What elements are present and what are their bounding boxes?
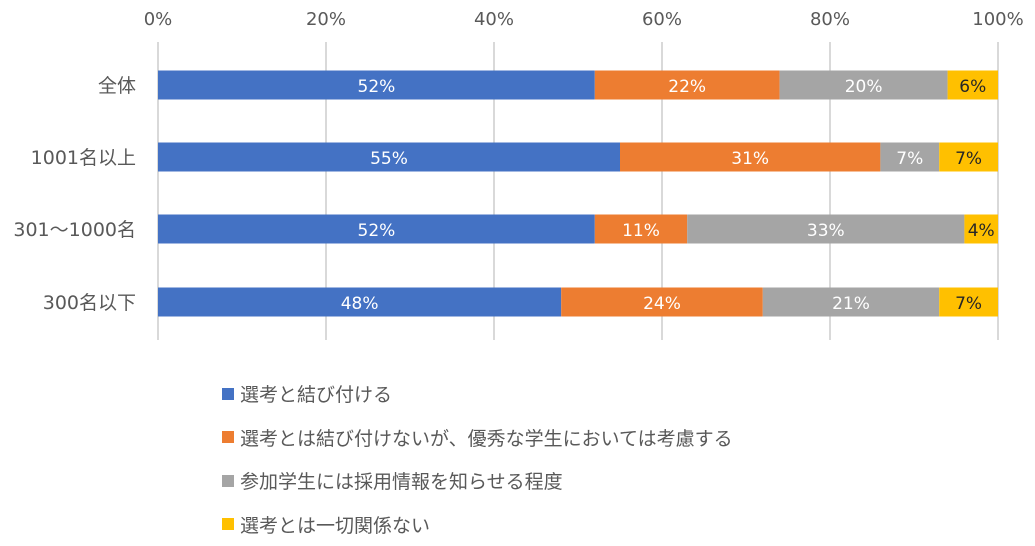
- x-tick-label: 80%: [810, 9, 850, 30]
- legend-swatch: [222, 388, 234, 400]
- legend-label: 選考とは結び付けないが、優秀な学生においては考慮する: [240, 424, 733, 451]
- x-tick-label: 20%: [306, 9, 346, 30]
- x-tick-label: 60%: [642, 9, 682, 30]
- data-label: 22%: [668, 77, 706, 97]
- legend-swatch: [222, 518, 234, 530]
- x-tick-label: 40%: [474, 9, 514, 30]
- x-tick-label: 100%: [972, 9, 1023, 30]
- category-label: 全体: [98, 75, 136, 97]
- data-label: 52%: [358, 221, 396, 241]
- category-label: 1001名以上: [31, 147, 136, 169]
- category-label: 301～1000名: [13, 219, 136, 241]
- data-label: 11%: [622, 221, 660, 241]
- data-label: 24%: [643, 294, 681, 314]
- legend-item: 選考とは一切関係ない: [222, 503, 733, 546]
- legend: 選考と結び付ける選考とは結び付けないが、優秀な学生においては考慮する参加学生には…: [222, 372, 733, 546]
- legend-label: 参加学生には採用情報を知らせる程度: [240, 467, 563, 494]
- legend-item: 参加学生には採用情報を知らせる程度: [222, 459, 733, 503]
- legend-item: 選考とは結び付けないが、優秀な学生においては考慮する: [222, 416, 733, 460]
- x-tick-label: 0%: [144, 9, 173, 30]
- data-label: 20%: [845, 77, 883, 97]
- data-label: 4%: [968, 221, 995, 241]
- data-label: 55%: [370, 149, 408, 169]
- data-label: 52%: [358, 77, 396, 97]
- data-label: 31%: [731, 149, 769, 169]
- data-label: 6%: [959, 77, 986, 97]
- legend-label: 選考と結び付ける: [240, 380, 392, 407]
- data-label: 21%: [832, 294, 870, 314]
- data-label: 7%: [955, 149, 982, 169]
- legend-label: 選考とは一切関係ない: [240, 511, 430, 538]
- data-label: 7%: [896, 149, 923, 169]
- category-label: 300名以下: [43, 292, 136, 314]
- legend-swatch: [222, 431, 234, 443]
- data-label: 33%: [807, 221, 845, 241]
- data-label: 7%: [955, 294, 982, 314]
- legend-item: 選考と結び付ける: [222, 372, 733, 416]
- legend-swatch: [222, 475, 234, 487]
- data-label: 48%: [341, 294, 379, 314]
